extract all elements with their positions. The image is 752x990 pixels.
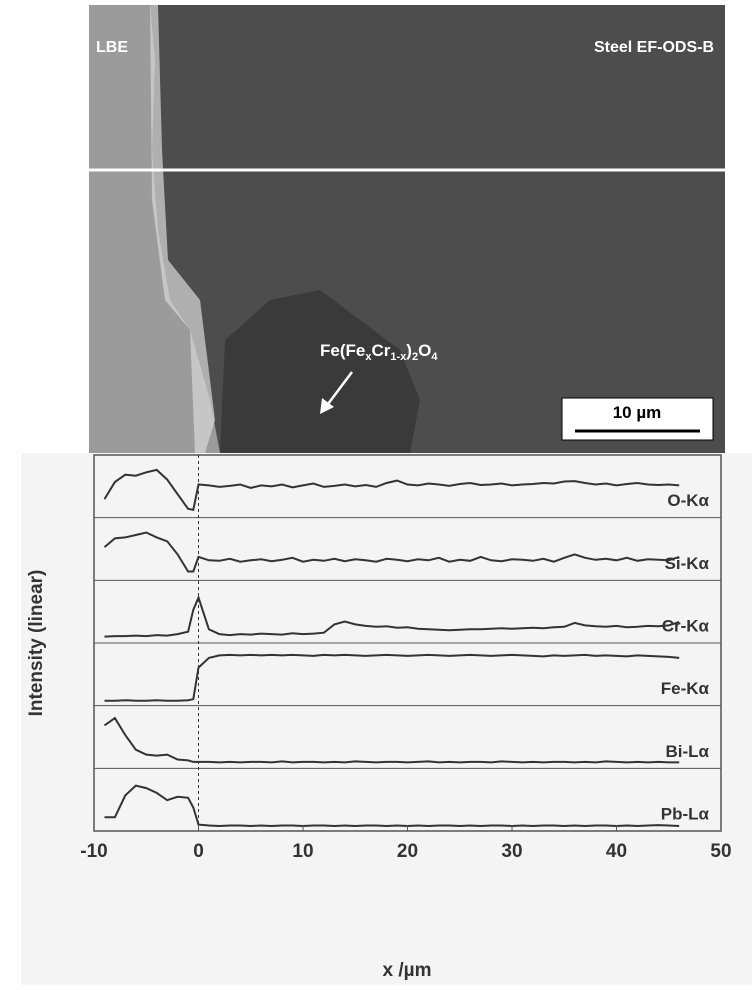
scale-label: 10 µm xyxy=(613,403,662,422)
series-label: Bi-Lα xyxy=(666,742,710,761)
series-label: O-Kα xyxy=(667,491,709,510)
y-axis-label: Intensity (linear) xyxy=(26,570,47,717)
x-tick-label: 50 xyxy=(710,841,731,862)
scale-box xyxy=(561,397,714,441)
series-label: Pb-Lα xyxy=(661,804,710,823)
arrow-head xyxy=(320,398,334,414)
oxide-region xyxy=(220,290,420,453)
arrow xyxy=(327,371,353,405)
x-tick-label: 30 xyxy=(501,841,522,862)
x-tick-label: 10 xyxy=(292,841,313,862)
x-axis-label: x /µm xyxy=(383,960,432,981)
series-line xyxy=(103,468,680,511)
x-tick-label: 40 xyxy=(606,841,627,862)
formula-part: Cr xyxy=(371,341,390,360)
lbe-region xyxy=(89,5,220,453)
chart-background xyxy=(21,453,752,985)
formula-part: ) xyxy=(406,341,412,360)
series-line xyxy=(104,784,680,828)
series-line xyxy=(103,531,680,573)
formula-sub: 1-x xyxy=(390,351,407,363)
series-line xyxy=(104,594,680,638)
series-label: Si-Kα xyxy=(665,554,710,573)
series-line xyxy=(104,653,680,702)
lbe-label: LBE xyxy=(96,39,128,56)
x-tick-label: 20 xyxy=(397,841,418,862)
formula: Fe(FexCr1-x)2O4 xyxy=(320,341,438,363)
steel-label: Steel EF-ODS-B xyxy=(594,39,714,56)
formula-sub: 4 xyxy=(431,351,438,363)
formula-part: O xyxy=(418,341,431,360)
series-line xyxy=(103,716,680,764)
interface xyxy=(150,5,215,453)
series-label: Cr-Kα xyxy=(662,616,710,635)
formula-sub: 2 xyxy=(412,351,418,363)
formula-part: Fe(Fe xyxy=(320,341,365,360)
series-label: Fe-Kα xyxy=(661,679,710,698)
formula-sub: x xyxy=(365,351,372,363)
x-tick-label: 0 xyxy=(193,841,204,862)
x-tick-label: -10 xyxy=(80,841,107,862)
sem-image: LBE Steel EF-ODS-B Fe(FexCr1-x)2O4 10 µm xyxy=(89,5,725,453)
